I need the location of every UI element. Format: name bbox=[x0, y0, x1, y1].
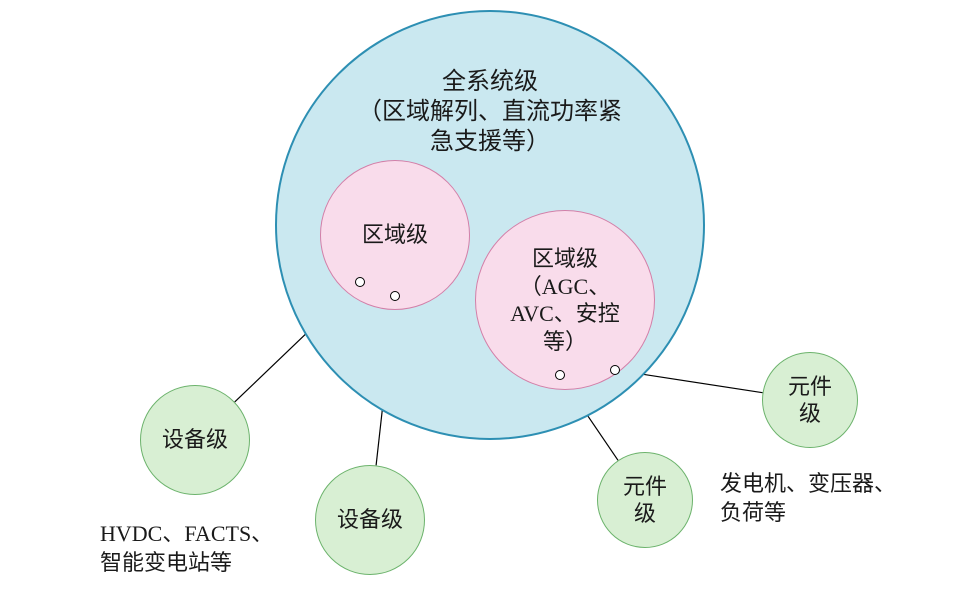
label-hvdc: HVDC、FACTS、 智能变电站等 bbox=[100, 520, 273, 577]
label-generator: 发电机、变压器、 负荷等 bbox=[720, 470, 896, 527]
anchor-point bbox=[390, 291, 400, 301]
diagram-canvas: 全系统级 （区域解列、直流功率紧 急支援等） 区域级 区域级 （AGC、 AVC… bbox=[0, 0, 974, 607]
node-component-mid: 元件 级 bbox=[597, 452, 693, 548]
node-region-right: 区域级 （AGC、 AVC、安控 等） bbox=[475, 210, 655, 390]
node-device-left-label: 设备级 bbox=[162, 426, 228, 454]
node-region-left-label: 区域级 bbox=[362, 221, 428, 249]
anchor-point bbox=[610, 365, 620, 375]
node-component-right: 元件 级 bbox=[762, 352, 858, 448]
node-component-right-label: 元件 级 bbox=[788, 373, 832, 428]
node-device-mid: 设备级 bbox=[315, 465, 425, 575]
anchor-point bbox=[355, 277, 365, 287]
node-region-left: 区域级 bbox=[320, 160, 470, 310]
anchor-point bbox=[555, 370, 565, 380]
node-system-label: 全系统级 （区域解列、直流功率紧 急支援等） bbox=[295, 67, 685, 157]
node-device-left: 设备级 bbox=[140, 385, 250, 495]
node-region-right-label: 区域级 （AGC、 AVC、安控 等） bbox=[510, 245, 620, 355]
node-component-mid-label: 元件 级 bbox=[623, 473, 667, 528]
node-device-mid-label: 设备级 bbox=[337, 506, 403, 534]
